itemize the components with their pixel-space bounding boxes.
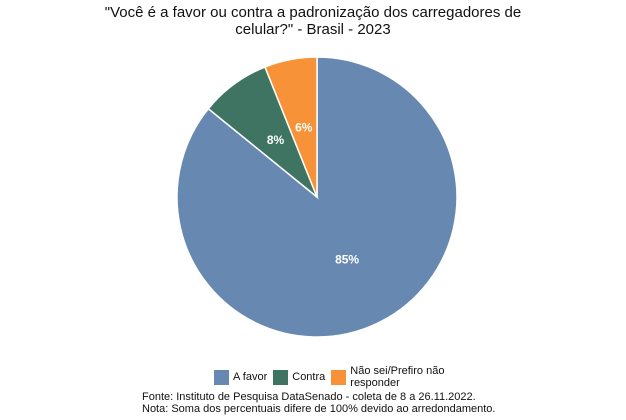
legend-swatch	[214, 369, 229, 385]
legend-label: Não sei/Prefiro não responder	[350, 365, 445, 389]
legend-label: A favor	[233, 371, 268, 383]
pie-slice	[263, 56, 318, 198]
source: Fonte: Instituto de Pesquisa DataSenado …	[142, 391, 476, 403]
note: Nota: Soma dos percentuais difere de 100…	[142, 403, 496, 415]
notes: Fonte: Instituto de Pesquisa DataSenado …	[142, 391, 495, 415]
legend-item: Não sei/Prefiro não responder	[331, 365, 445, 389]
legend-item: A favor	[214, 369, 268, 385]
legend-swatch	[331, 369, 347, 385]
chart-title: "Você é a favor ou contra a padronização…	[104, 4, 522, 38]
chart: 85% 8% 6%	[176, 56, 458, 338]
data-label: 8%	[267, 133, 285, 147]
legend-item: Contra	[273, 369, 326, 385]
data-label: 6%	[295, 120, 313, 134]
legend: A favor Contra Não sei/Prefiro não respond…	[214, 365, 451, 389]
legend-swatch	[273, 369, 289, 385]
legend-label: Contra	[292, 371, 326, 383]
data-label: 85%	[335, 252, 359, 266]
